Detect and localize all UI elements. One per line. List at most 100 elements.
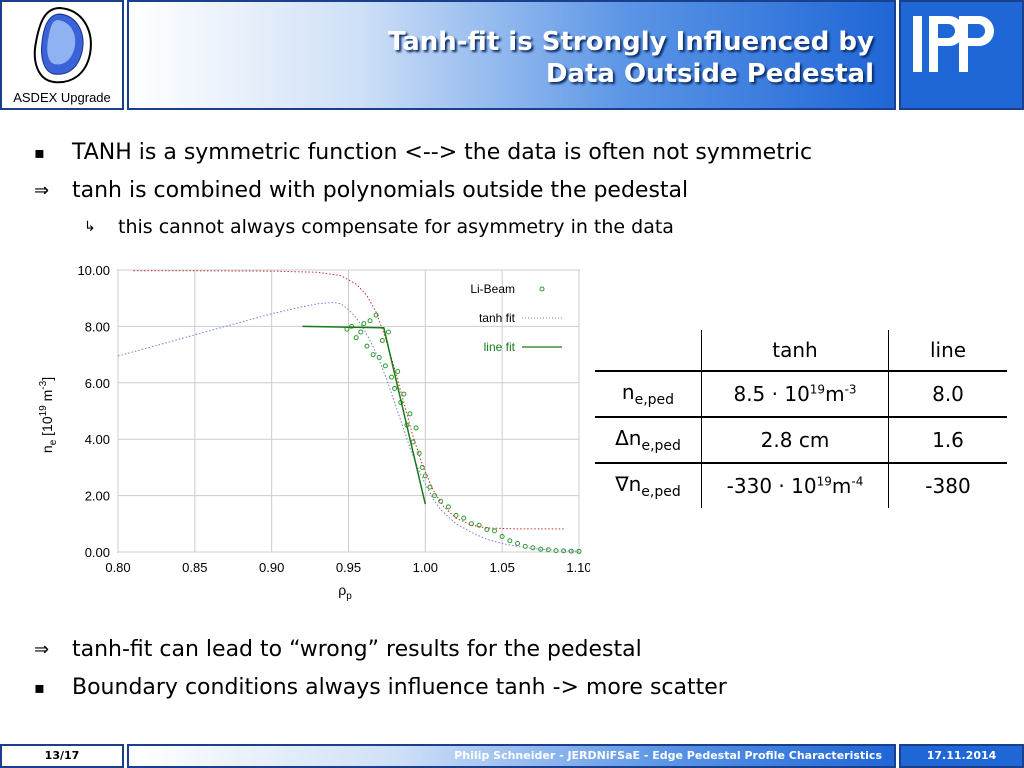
- data-point: [395, 369, 401, 375]
- data-point: [515, 541, 521, 547]
- implies-arrow-icon: ⇒: [34, 639, 50, 660]
- legend-marker-li-beam: [539, 286, 545, 292]
- data-point: [379, 338, 385, 343]
- series-line: [133, 270, 564, 530]
- ipp-logo-text: IPP: [953, 90, 969, 101]
- x-tick-label: 1.05: [490, 560, 515, 575]
- data-point: [438, 498, 444, 504]
- x-tick-label: 0.95: [336, 560, 361, 575]
- data-point: [413, 425, 419, 431]
- data-point: [401, 391, 407, 397]
- data-point: [476, 522, 482, 528]
- data-point: [568, 548, 574, 554]
- y-tick-label: 10.00: [77, 263, 110, 278]
- y-tick-label: 6.00: [85, 376, 110, 391]
- x-tick-label: 0.90: [259, 560, 284, 575]
- page-number: 13/17: [0, 744, 124, 768]
- bullet-text: this cannot always compensate for asymme…: [118, 216, 674, 238]
- x-tick-label: 1.10: [566, 560, 590, 575]
- data-point: [385, 329, 391, 335]
- comparison-table: tanh line ne,ped 8.5 · 1019m-3 8.0 Δne,p…: [595, 330, 1007, 508]
- series-line: [302, 325, 427, 505]
- data-point: [353, 335, 359, 341]
- data-point: [361, 321, 367, 327]
- y-axis-label: ne [1019 m-3]: [38, 377, 59, 453]
- title-bar: Tanh-fit is Strongly Influenced by Data …: [127, 0, 896, 110]
- data-point: [416, 450, 422, 456]
- x-tick-label: 1.00: [413, 560, 438, 575]
- line-value: 1.6: [888, 417, 1007, 464]
- table-header-line: line: [888, 330, 1007, 372]
- bullet-text: tanh-fit can lead to “wrong” results for…: [72, 637, 642, 662]
- y-tick-label: 2.00: [85, 489, 110, 504]
- data-point: [491, 528, 497, 534]
- asdex-logo-box: ASDEX Upgrade: [0, 0, 124, 110]
- legend-label-li-beam: Li-Beam: [470, 282, 515, 296]
- data-point: [522, 543, 528, 549]
- grid: [117, 269, 580, 553]
- data-point: [538, 546, 544, 552]
- series-line: [117, 301, 580, 552]
- data-point: [445, 504, 451, 510]
- bullet-text: tanh is combined with polynomials outsid…: [72, 178, 689, 203]
- tanh-value: 2.8 cm: [701, 417, 889, 464]
- data-point: [499, 533, 505, 539]
- data-point: [453, 512, 459, 518]
- legend: Li-Beam tanh fit line fit: [470, 282, 562, 354]
- row-label: ne,ped: [595, 371, 702, 418]
- table-row: Δne,ped 2.8 cm 1.6: [595, 417, 1007, 464]
- table-header-row: tanh line: [595, 330, 1007, 372]
- logo-label: ASDEX Upgrade: [13, 90, 111, 105]
- square-bullet-icon: ▪: [34, 678, 45, 697]
- row-label: Δne,ped: [595, 417, 702, 464]
- data-point: [370, 352, 376, 358]
- bullet-text: TANH is a symmetric function <--> the da…: [72, 140, 813, 165]
- data-point: [432, 493, 438, 499]
- data-point: [358, 329, 364, 335]
- line-value: 8.0: [888, 371, 1007, 418]
- implies-arrow-icon: ⇒: [34, 180, 50, 201]
- density-profile-chart: 0.80 0.85 0.90 0.95 1.00 1.05 1.10 0.00 2.00 4.00…: [38, 263, 590, 602]
- data-point: [484, 526, 490, 532]
- data-point: [389, 374, 395, 380]
- y-tick-label: 8.00: [85, 319, 110, 334]
- tick-labels: 0.80 0.85 0.90 0.95 1.00 1.05 1.10 0.00 2.00 4.00…: [77, 263, 590, 575]
- data-point: [427, 484, 433, 490]
- data-point: [364, 343, 370, 349]
- data-point: [407, 411, 413, 417]
- x-axis-label: ρp: [338, 582, 352, 602]
- tokamak-cross-section-icon: [33, 6, 92, 84]
- series-layer: [117, 270, 582, 554]
- table-row: ne,ped 8.5 · 1019m-3 8.0: [595, 371, 1007, 418]
- y-tick-label: 0.00: [85, 545, 110, 560]
- y-tick-label: 4.00: [85, 432, 110, 447]
- title-line-2: Data Outside Pedestal: [545, 59, 874, 89]
- data-point: [530, 545, 536, 551]
- data-point: [461, 515, 467, 521]
- x-tick-label: 0.80: [105, 560, 130, 575]
- legend-label-line-fit: line fit: [484, 340, 516, 354]
- data-point: [367, 318, 373, 324]
- legend-label-tanh-fit: tanh fit: [479, 311, 516, 325]
- tanh-value: 8.5 · 1019m-3: [701, 371, 889, 418]
- footer-author-line: Philip Schneider - JERDNiFSaE - Edge Ped…: [127, 744, 896, 768]
- data-point: [576, 548, 582, 554]
- title-line-1: Tanh-fit is Strongly Influenced by: [387, 27, 874, 57]
- data-point: [373, 312, 379, 318]
- sub-arrow-icon: ↳: [84, 219, 96, 235]
- x-tick-label: 0.85: [182, 560, 207, 575]
- data-point: [507, 538, 513, 544]
- data-point: [382, 363, 388, 369]
- bullet-text: Boundary conditions always influence tan…: [72, 675, 727, 700]
- tanh-value: -330 · 1019m-4: [701, 463, 889, 508]
- line-value: -380: [925, 474, 971, 498]
- table-header-tanh: tanh: [701, 330, 889, 372]
- page-title: Tanh-fit is Strongly Influenced by Data …: [388, 26, 874, 90]
- row-label: ∇ne,ped: [615, 472, 681, 500]
- data-point: [392, 385, 398, 391]
- table-row: ∇ne,ped -330 · 1019m-4 -380: [595, 463, 1007, 508]
- footer-date: 17.11.2014: [899, 744, 1024, 768]
- square-bullet-icon: ▪: [34, 143, 45, 162]
- ipp-logo-box: IPP: [899, 0, 1024, 110]
- table-header-empty: [595, 330, 702, 372]
